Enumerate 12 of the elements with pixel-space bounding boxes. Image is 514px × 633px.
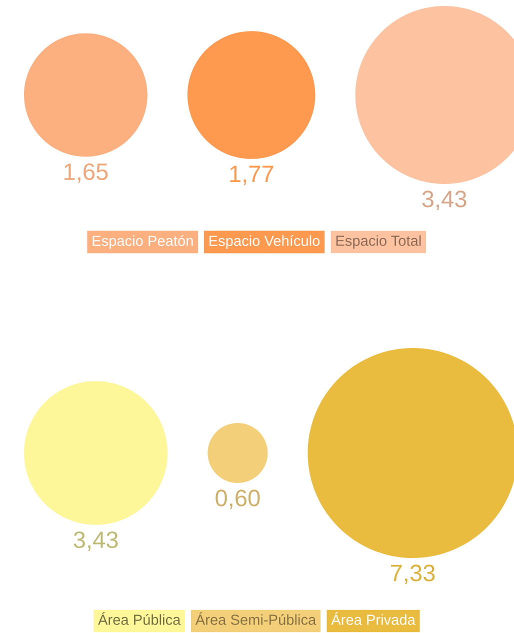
- data-label: 3,43: [422, 190, 466, 210]
- category-label: Espacio Vehículo: [210, 235, 320, 249]
- data-label: 1,65: [64, 163, 108, 183]
- category-label: Área Semi-Pública: [195, 612, 316, 625]
- data-label: 0,60: [216, 490, 260, 510]
- category-label: Área Pública: [98, 612, 181, 625]
- category-label: Espacio Total: [336, 235, 421, 249]
- category-label: Espacio Peatón: [92, 235, 193, 249]
- data-label: 3,43: [74, 531, 118, 551]
- data-label: 1,77: [230, 166, 274, 186]
- category-label: Área Privada: [331, 612, 416, 625]
- data-label: 7,33: [390, 564, 435, 584]
